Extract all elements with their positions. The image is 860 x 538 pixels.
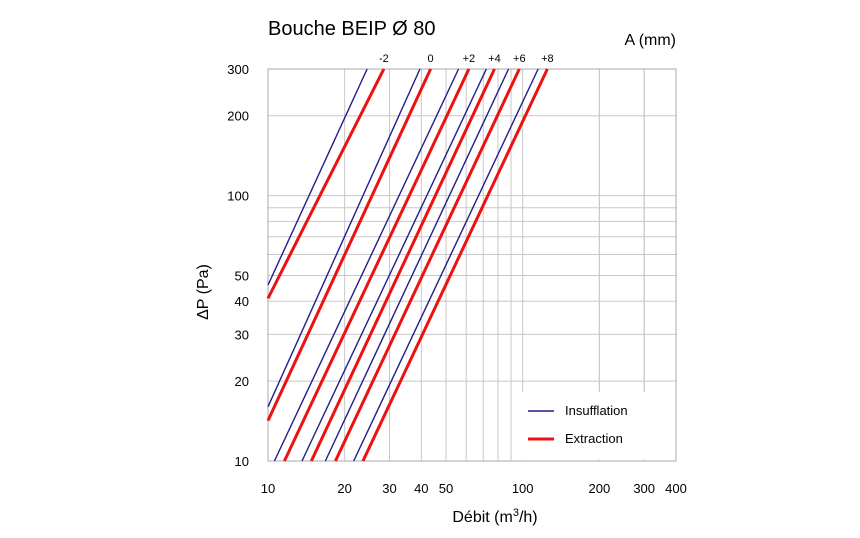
legend-background [520,392,661,460]
extraction-line [283,68,471,462]
y-tick-label: 200 [227,109,249,124]
extraction-line [266,68,386,300]
x-tick-label: 40 [414,481,428,496]
x-tick-label: 300 [633,481,655,496]
insufflation-line [353,68,539,462]
legend: Insufflation Extraction [520,392,661,460]
x-tick-label: 200 [588,481,610,496]
x-tick-label: 100 [512,481,534,496]
x-tick-label: 20 [337,481,351,496]
x-axis-label-end: /h) [519,509,538,526]
x-axis-label-main: Débit (m [452,509,512,526]
x-tick-label: 30 [382,481,396,496]
extraction-line [334,68,521,462]
y-axis-ticks: 10 20 30 40 50 100 200 300 [227,62,249,469]
x-tick-label: 50 [439,481,453,496]
legend-insufflation-label: Insufflation [565,403,628,418]
extraction-line [361,68,549,462]
insufflation-line [273,68,460,462]
grid [268,69,676,461]
extraction-line [310,68,496,462]
series-lines [266,68,549,462]
curve-label: +8 [541,53,554,65]
y-tick-label: 20 [235,374,249,389]
y-tick-label: 40 [235,294,249,309]
x-tick-label: 10 [261,481,275,496]
curve-labels: -2 0 +2 +4 +6 +8 [379,53,554,65]
extraction-line [266,68,432,422]
curve-label: +2 [463,53,476,65]
plot-frame [267,68,677,462]
y-tick-label: 50 [235,269,249,284]
x-tick-label: 400 [665,481,687,496]
y-axis-label: ΔP (Pa) [195,264,212,320]
insufflation-line [267,68,421,408]
y-tick-label: 10 [235,454,249,469]
insufflation-line [267,68,368,286]
curve-label: +6 [513,53,526,65]
curve-label: 0 [428,53,434,65]
insufflation-line [301,68,487,462]
insufflation-line [324,68,510,462]
legend-extraction-label: Extraction [565,431,623,446]
x-axis-label: Débit (m3/h) [452,507,537,526]
x-axis-label-superscript: 3 [513,507,519,519]
curve-parameter-label: A (mm) [624,32,676,49]
curve-label: +4 [488,53,501,65]
y-tick-label: 30 [235,327,249,342]
chart-title: Bouche BEIP Ø 80 [268,18,436,40]
y-tick-label: 300 [227,62,249,77]
y-tick-label: 100 [227,189,249,204]
x-axis-ticks: 10 20 30 40 50 100 200 300 400 [261,481,687,496]
curve-label: -2 [379,53,389,65]
